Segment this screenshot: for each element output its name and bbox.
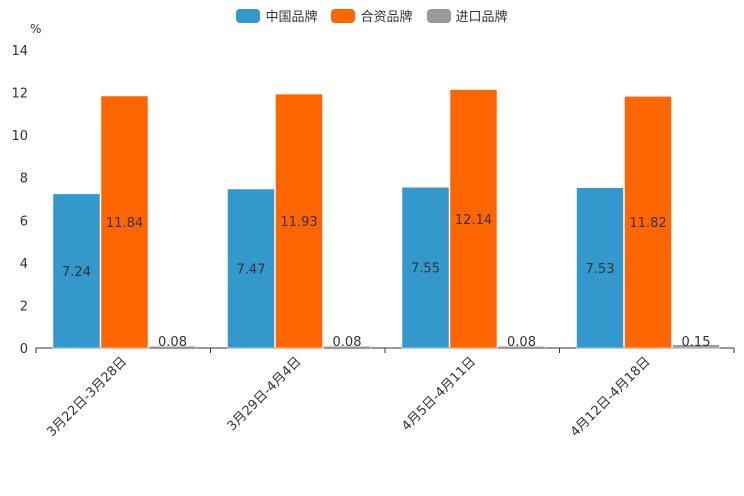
bar [624,96,672,349]
chart-legend: 中国品牌 合资品牌 进口品牌 [0,6,744,25]
bar [449,89,498,349]
y-axis-unit-label: % [30,22,41,36]
legend-swatch [426,8,451,23]
y-tick-label: 4 [20,257,28,272]
data-label: 0.08 [158,335,187,350]
x-tick-label: 3月22日-3月28日 [44,354,130,440]
legend-swatch [331,8,356,23]
y-tick-label: 0 [20,342,28,357]
legend-item-import-brand[interactable]: 进口品牌 [426,6,508,25]
y-tick-label: 12 [11,87,28,102]
data-label: 0.08 [507,335,536,350]
data-label: 0.08 [333,335,362,350]
data-label: 7.55 [411,262,440,277]
legend-label: 中国品牌 [265,10,318,25]
x-tick-label: 4月5日-4月11日 [399,354,479,434]
bar [672,344,720,349]
data-label: 7.24 [62,265,91,280]
legend-item-china-brand[interactable]: 中国品牌 [236,6,317,25]
data-label: 11.93 [280,215,317,230]
data-label: 12.14 [455,213,492,228]
legend-label: 进口品牌 [455,10,508,25]
bar [52,193,101,349]
y-tick-label: 6 [20,214,28,229]
y-tick-label: 8 [20,172,28,187]
y-tick-label: 14 [11,44,28,59]
bar [148,346,197,350]
bar [100,95,149,349]
legend-label: 合资品牌 [360,10,413,25]
data-label: 0.15 [682,335,711,350]
legend-item-jv-brand[interactable]: 合资品牌 [331,6,413,25]
bar [497,346,546,350]
bar [227,188,275,349]
data-label: 7.53 [586,262,615,277]
y-tick-label: 2 [20,299,28,314]
bar [576,187,624,349]
y-tick-label: 10 [11,129,28,144]
data-label: 7.47 [237,262,266,277]
data-label: 11.82 [629,216,666,231]
data-label: 11.84 [106,216,143,231]
bar [323,346,371,350]
legend-swatch [236,8,261,23]
x-tick-label: 4月12日-4月18日 [568,354,654,440]
bar [275,93,323,349]
bar [401,187,450,349]
x-tick-label: 3月29日-4月4日 [225,354,305,434]
